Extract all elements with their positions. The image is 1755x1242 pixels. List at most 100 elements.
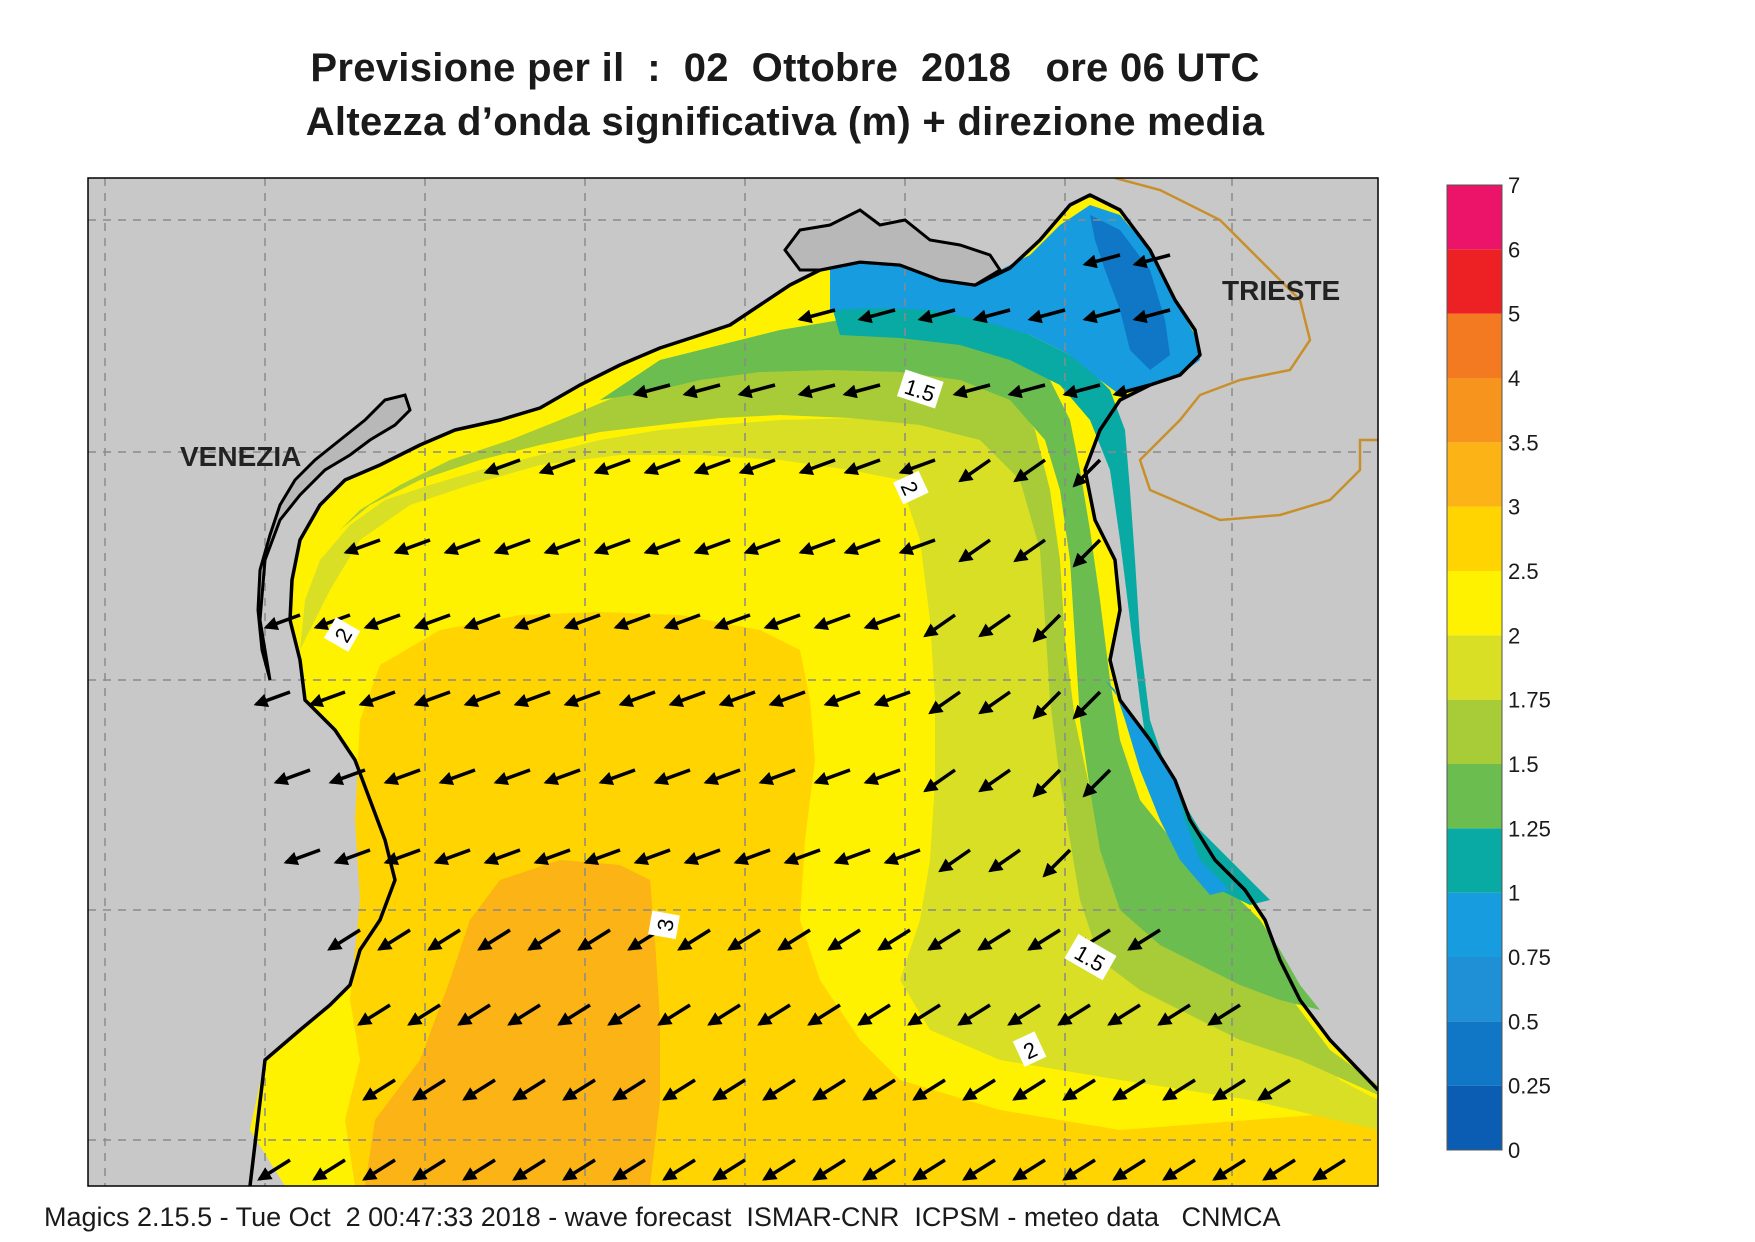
direction-arrow xyxy=(443,538,481,556)
direction-arrow xyxy=(917,308,956,324)
direction-arrow xyxy=(718,690,756,708)
legend-swatch xyxy=(1447,957,1502,1022)
direction-arrow xyxy=(1012,1078,1046,1101)
direction-arrow xyxy=(357,1003,391,1026)
direction-arrow xyxy=(988,848,1022,873)
direction-arrow xyxy=(1082,253,1121,269)
legend-tick-label: 1.25 xyxy=(1508,816,1551,841)
legend-swatch xyxy=(1447,635,1502,700)
place-label-venezia: VENEZIA xyxy=(180,441,301,472)
direction-arrow xyxy=(1032,690,1062,720)
legend-tick-label: 3 xyxy=(1508,495,1520,520)
direction-arrow xyxy=(842,383,881,399)
direction-arrow xyxy=(727,928,761,951)
direction-arrow xyxy=(1132,253,1171,269)
direction-arrow xyxy=(898,458,936,476)
direction-arrow xyxy=(1162,1158,1196,1181)
region-1.75-west xyxy=(300,418,900,650)
direction-arrow xyxy=(1062,1078,1096,1101)
direction-arrow xyxy=(762,1078,796,1101)
direction-arrow xyxy=(927,928,961,951)
direction-arrow xyxy=(427,928,461,951)
region-1 xyxy=(830,295,1270,905)
direction-arrow xyxy=(312,1158,346,1181)
direction-arrow xyxy=(1072,458,1102,488)
direction-arrow xyxy=(462,1078,496,1101)
direction-arrow xyxy=(358,690,396,708)
direction-arrow xyxy=(1112,1158,1146,1181)
direction-arrow xyxy=(407,1003,441,1026)
direction-arrow xyxy=(813,613,851,631)
legend-tick-label: 1.5 xyxy=(1508,752,1539,777)
direction-arrow xyxy=(363,613,401,631)
direction-arrow xyxy=(938,848,972,873)
legend-swatch xyxy=(1447,1085,1502,1150)
legend-swatch xyxy=(1447,378,1502,443)
direction-arrow xyxy=(643,538,681,556)
direction-arrow xyxy=(883,848,921,866)
direction-arrow xyxy=(1057,1003,1091,1026)
color-legend: 0 0.25 0.5 0.75 1 1.25 1.5 1.75 2 2.5 3 3.5 4 5 6 7 xyxy=(1446,173,1551,1163)
direction-arrow xyxy=(438,768,476,786)
region-1.5 xyxy=(330,345,1378,1095)
direction-arrow xyxy=(682,383,721,399)
direction-arrow xyxy=(962,1158,996,1181)
direction-arrow xyxy=(1027,308,1066,324)
direction-arrow xyxy=(328,768,366,786)
direction-arrow xyxy=(562,1078,596,1101)
contour-label: 3 xyxy=(652,917,679,933)
direction-arrow xyxy=(477,928,511,951)
direction-arrow xyxy=(512,1158,546,1181)
region-0.5 xyxy=(1090,215,1170,370)
direction-arrow xyxy=(738,458,776,476)
direction-arrow xyxy=(1062,1158,1096,1181)
direction-arrow xyxy=(797,308,836,324)
legend-swatch xyxy=(1447,506,1502,571)
direction-arrow xyxy=(912,1158,946,1181)
direction-arrow xyxy=(1262,1158,1296,1181)
direction-arrow xyxy=(923,768,957,793)
direction-arrow xyxy=(693,538,731,556)
direction-arrow xyxy=(873,690,911,708)
legend-tick-label: 0.5 xyxy=(1508,1009,1539,1034)
direction-arrow xyxy=(1132,308,1171,324)
direction-arrow xyxy=(1112,383,1151,399)
direction-arrow xyxy=(1072,538,1102,568)
direction-arrow xyxy=(1107,1003,1141,1026)
direction-arrow xyxy=(1027,928,1061,951)
direction-arrow xyxy=(273,768,311,786)
direction-arrow xyxy=(1082,768,1112,798)
direction-arrow xyxy=(797,383,836,399)
direction-arrow xyxy=(1157,1003,1191,1026)
direction-arrow xyxy=(577,928,611,951)
region-1.25 xyxy=(600,320,1320,1010)
contour-labels: 1.5 2 2 3 1.5 2 xyxy=(324,369,1117,1067)
direction-arrow xyxy=(1012,1158,1046,1181)
direction-arrow xyxy=(663,613,701,631)
direction-arrow xyxy=(1162,1078,1196,1101)
venice-lagoon xyxy=(256,393,412,681)
direction-arrow xyxy=(703,768,741,786)
legend-tick-label: 2.5 xyxy=(1508,559,1539,584)
legend-swatch xyxy=(1447,1021,1502,1086)
direction-arrow xyxy=(257,1158,291,1181)
legend-swatch xyxy=(1447,185,1502,250)
direction-arrow xyxy=(972,308,1011,324)
direction-arrow xyxy=(1062,383,1101,399)
direction-arrow xyxy=(1013,458,1047,483)
direction-arrow xyxy=(807,1003,841,1026)
direction-arrow xyxy=(393,538,431,556)
direction-arrow xyxy=(1212,1158,1246,1181)
direction-arrow xyxy=(543,768,581,786)
direction-arrow xyxy=(562,1158,596,1181)
direction-arrow xyxy=(253,690,291,708)
direction-arrow xyxy=(798,458,836,476)
direction-arrow xyxy=(457,1003,491,1026)
legend-swatch xyxy=(1447,828,1502,893)
direction-arrow xyxy=(538,458,576,476)
direction-arrow xyxy=(653,768,691,786)
direction-arrow xyxy=(1112,1078,1146,1101)
legend-swatch xyxy=(1447,892,1502,957)
direction-arrow xyxy=(593,458,631,476)
direction-arrow xyxy=(263,613,301,631)
